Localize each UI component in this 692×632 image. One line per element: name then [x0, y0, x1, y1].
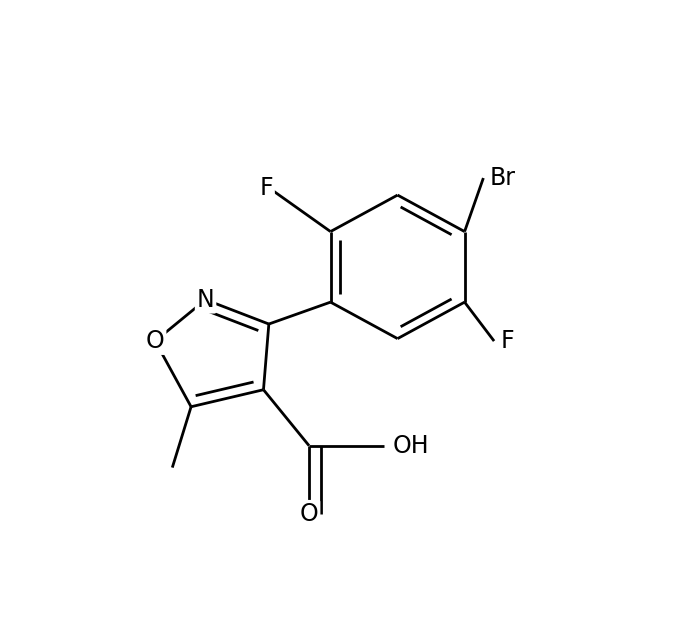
Text: F: F — [500, 329, 514, 353]
Text: OH: OH — [392, 434, 429, 458]
Text: F: F — [260, 176, 273, 200]
Text: O: O — [300, 502, 318, 526]
Text: N: N — [197, 288, 215, 312]
Text: Br: Br — [490, 166, 516, 190]
Text: O: O — [146, 329, 165, 353]
